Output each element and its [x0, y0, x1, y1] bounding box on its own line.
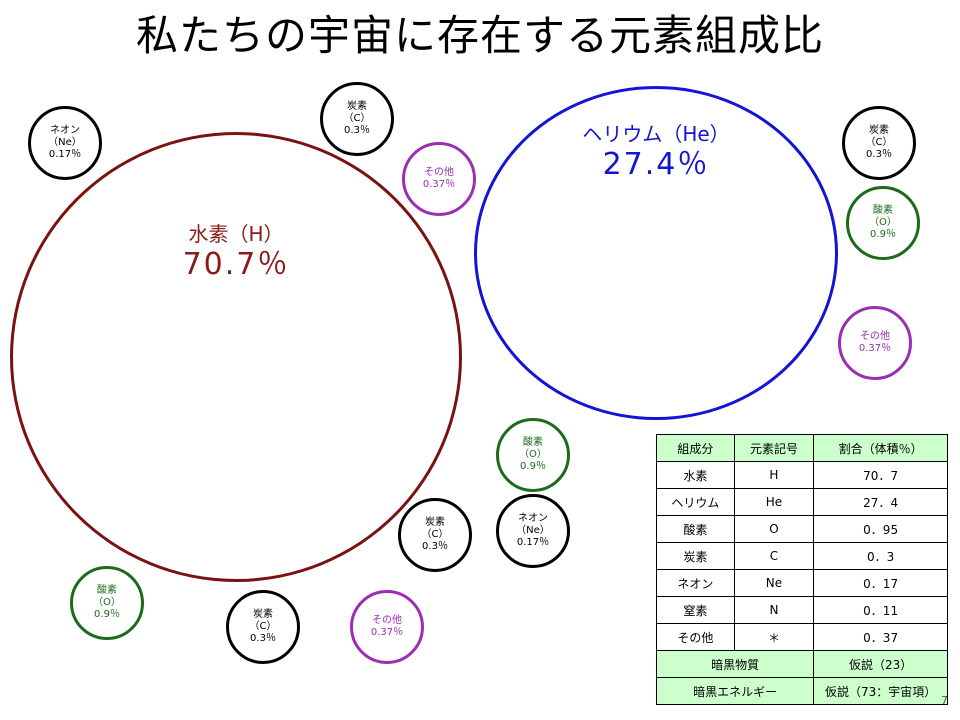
element-symbol: （O） [519, 449, 547, 460]
element-name: ネオン [50, 125, 80, 136]
element-name: 酸素 [873, 205, 893, 216]
element-value: 0.37％ [858, 343, 892, 354]
table-cell: Ne [733, 569, 815, 597]
table-cell: 水素 [656, 461, 735, 489]
neon-circle: ネオン （Ne） 0.17％ [28, 106, 102, 180]
element-symbol: （C） [865, 137, 893, 148]
table-header-cell: 元素記号 [733, 434, 815, 462]
table-cell: 0．3 [813, 542, 948, 570]
table-row: ネオン Ne 0．17 [656, 569, 948, 597]
element-symbol: （O） [93, 597, 121, 608]
table-cell: H [733, 461, 815, 489]
table-cell: その他 [656, 623, 735, 651]
element-symbol: （Ne） [516, 525, 550, 536]
table-cell: 0．95 [813, 515, 948, 543]
table-header-row: 組成分 元素記号 割合（体積％） [656, 434, 948, 462]
element-name: 炭素 [869, 125, 889, 136]
slide-title: 私たちの宇宙に存在する元素組成比 [135, 11, 824, 60]
hydrogen-circle: 水素（H） 70.7％ [10, 132, 462, 582]
table-row: その他 ＊ 0．37 [656, 623, 948, 651]
element-name: 炭素 [347, 101, 367, 112]
element-composition-table: 組成分 元素記号 割合（体積％） 水素 H 70．7 ヘリウム He 27．4 … [655, 434, 948, 705]
table-row: ヘリウム He 27．4 [656, 488, 948, 516]
table-cell: 27．4 [813, 488, 948, 516]
helium-label: ヘリウム（He） [582, 122, 730, 146]
table-cell: 酸素 [656, 515, 735, 543]
element-name: 炭素 [253, 609, 273, 620]
table-cell: 炭素 [656, 542, 735, 570]
element-value: 0.9％ [520, 461, 546, 472]
table-cell: ネオン [656, 569, 735, 597]
table-cell: 70．7 [813, 461, 948, 489]
element-name: その他 [424, 167, 454, 178]
carbon-circle: 炭素 （C） 0.3％ [226, 590, 300, 664]
element-name: ネオン [518, 513, 548, 524]
element-value: 0.17％ [48, 149, 82, 160]
element-name: 酸素 [97, 585, 117, 596]
table-row: 炭素 C 0．3 [656, 542, 948, 570]
table-cell: 暗黒物質 [655, 650, 815, 678]
neon-circle: ネオン （Ne） 0.17％ [496, 494, 570, 568]
element-value: 0.3％ [422, 541, 448, 552]
element-value: 0.37％ [370, 627, 404, 638]
helium-circle: ヘリウム（He） 27.4％ [474, 86, 838, 420]
oxygen-circle: 酸素 （O） 0.9％ [846, 186, 920, 260]
table-cell: O [733, 515, 815, 543]
table-cell: N [733, 596, 815, 624]
table-row-dark-matter: 暗黒物質 仮説（23） [655, 650, 948, 678]
table-cell: 0．37 [813, 623, 948, 651]
table-cell: ヘリウム [656, 488, 735, 516]
element-value: 0.17％ [516, 537, 550, 548]
table-header-cell: 組成分 [656, 434, 735, 462]
carbon-circle: 炭素 （C） 0.3％ [320, 82, 394, 156]
carbon-circle: 炭素 （C） 0.3％ [842, 106, 916, 180]
table-cell: 暗黒エネルギー [655, 677, 815, 705]
table-cell: 0．17 [813, 569, 948, 597]
table-header-cell: 割合（体積％） [813, 434, 948, 462]
element-value: 0.37％ [422, 179, 456, 190]
carbon-circle: 炭素 （C） 0.3％ [398, 498, 472, 572]
element-value: 0.3％ [250, 633, 276, 644]
helium-percent: 27.4％ [602, 147, 710, 182]
element-symbol: （C） [421, 529, 449, 540]
table-row: 酸素 O 0．95 [656, 515, 948, 543]
table-cell: 仮説（23） [813, 650, 948, 678]
table-row: 窒素 N 0．11 [656, 596, 948, 624]
element-name: 酸素 [523, 437, 543, 448]
other-circle: その他 0.37％ [838, 306, 912, 380]
other-circle: その他 0.37％ [350, 590, 424, 664]
hydrogen-label: 水素（H） [188, 222, 284, 246]
hydrogen-percent: 70.7％ [182, 247, 290, 282]
table-cell: 仮説（73：宇宙項） [813, 677, 948, 705]
page-number: 7 [941, 694, 948, 707]
element-value: 0.3％ [866, 149, 892, 160]
element-value: 0.9％ [870, 229, 896, 240]
table-cell: He [733, 488, 815, 516]
other-circle: その他 0.37％ [402, 142, 476, 216]
table-row: 水素 H 70．7 [656, 461, 948, 489]
element-name: 炭素 [425, 517, 445, 528]
element-name: その他 [372, 615, 402, 626]
oxygen-circle: 酸素 （O） 0.9％ [496, 418, 570, 492]
element-symbol: （C） [343, 113, 371, 124]
element-name: その他 [860, 331, 890, 342]
element-symbol: （O） [869, 217, 897, 228]
element-symbol: （C） [249, 621, 277, 632]
table-cell: ＊ [733, 623, 815, 651]
table-row-dark-energy: 暗黒エネルギー 仮説（73：宇宙項） [655, 677, 948, 705]
element-symbol: （Ne） [48, 137, 82, 148]
element-value: 0.3％ [344, 125, 370, 136]
table-cell: 窒素 [656, 596, 735, 624]
element-value: 0.9％ [94, 609, 120, 620]
table-cell: 0．11 [813, 596, 948, 624]
oxygen-circle: 酸素 （O） 0.9％ [70, 566, 144, 640]
table-cell: C [733, 542, 815, 570]
